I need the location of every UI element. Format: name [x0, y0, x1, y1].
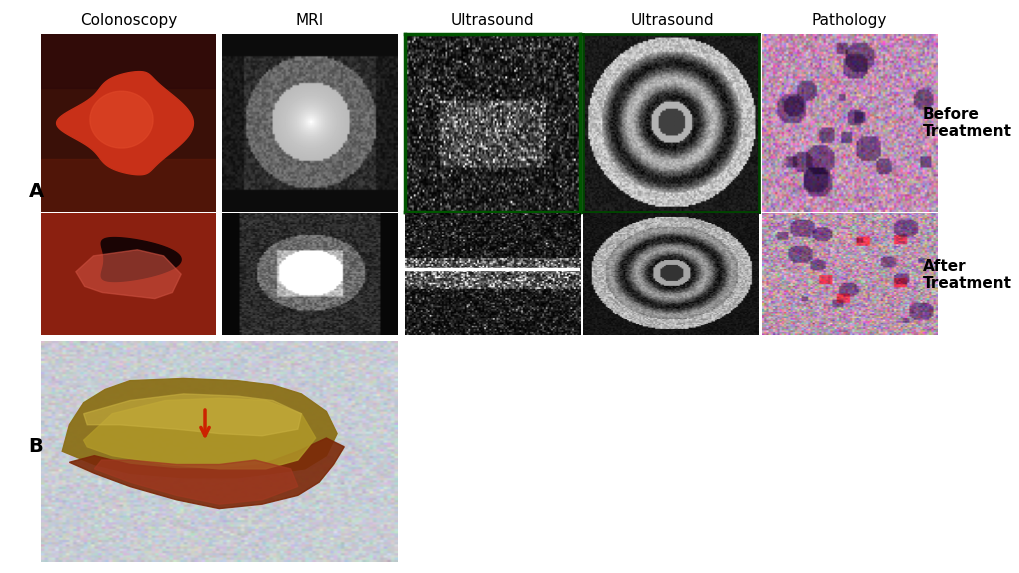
Polygon shape: [41, 159, 216, 212]
Polygon shape: [62, 378, 336, 478]
Text: MRI: MRI: [296, 13, 324, 28]
Polygon shape: [75, 250, 181, 299]
Polygon shape: [57, 72, 194, 175]
Polygon shape: [69, 438, 344, 509]
Polygon shape: [41, 34, 216, 88]
Polygon shape: [84, 398, 316, 469]
Text: A: A: [29, 182, 44, 202]
Polygon shape: [95, 460, 298, 504]
Text: After
Treatment: After Treatment: [922, 259, 1011, 291]
Text: Ultrasound: Ultrasound: [450, 13, 534, 28]
Text: Colonoscopy: Colonoscopy: [79, 13, 177, 28]
Polygon shape: [84, 394, 302, 436]
Text: B: B: [29, 437, 43, 457]
Text: Ultrasound: Ultrasound: [630, 13, 713, 28]
Polygon shape: [101, 238, 181, 281]
Text: Before
Treatment: Before Treatment: [922, 107, 1011, 139]
Polygon shape: [90, 91, 153, 148]
Text: Pathology: Pathology: [811, 13, 887, 28]
Polygon shape: [41, 213, 216, 335]
